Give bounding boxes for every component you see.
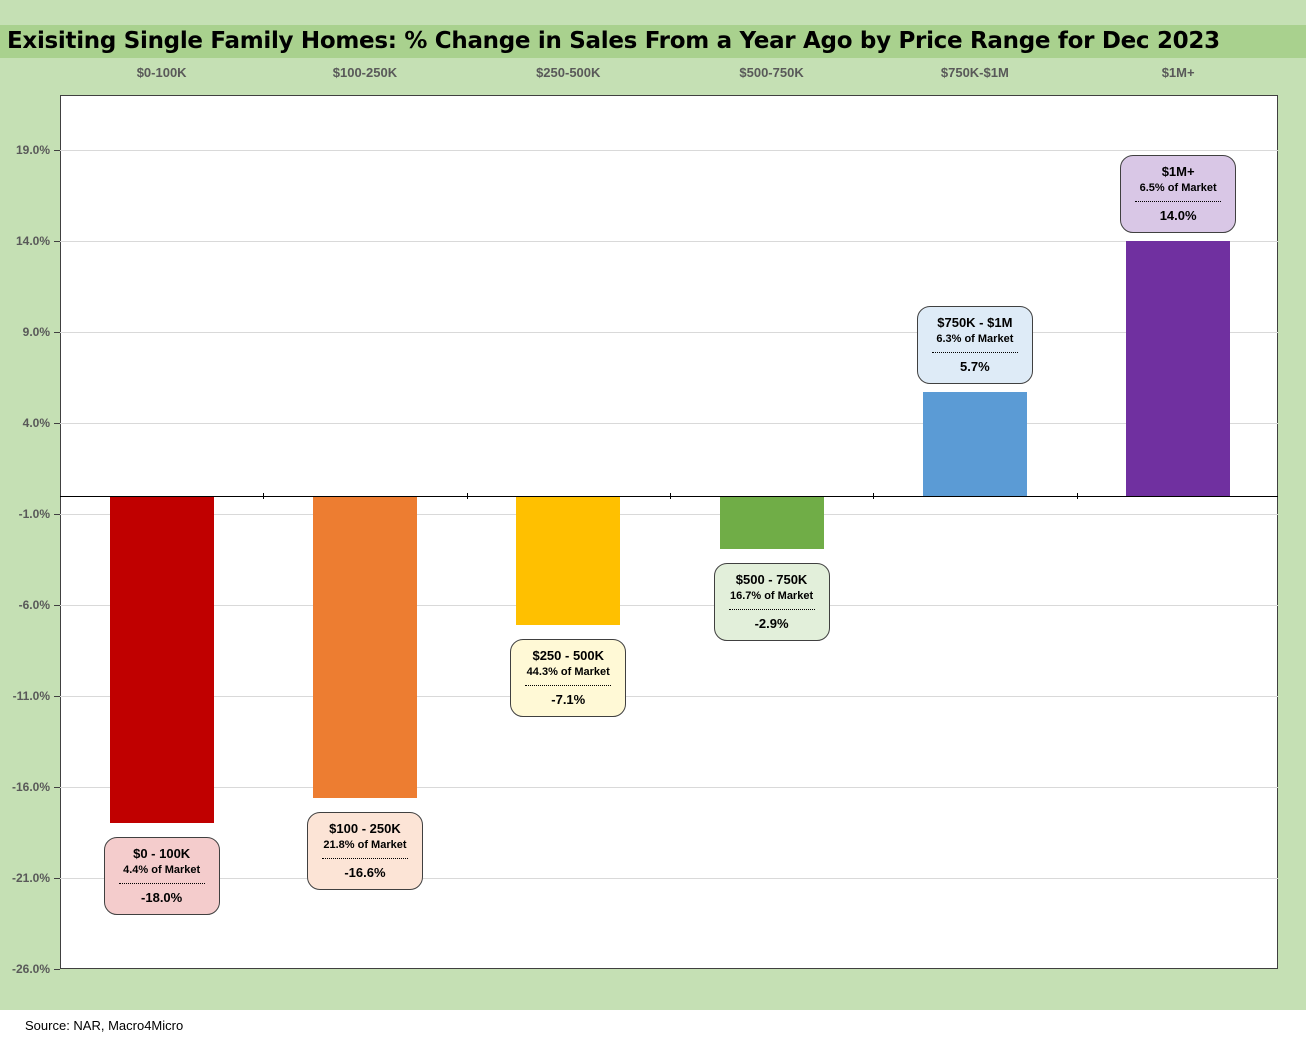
bar	[719, 496, 824, 549]
category-label: $100-250K	[332, 65, 398, 80]
bar	[516, 496, 621, 626]
callout-share: 44.3% of Market	[526, 666, 610, 679]
callout-divider	[321, 857, 408, 859]
callout-range: $500 - 750K	[735, 571, 808, 587]
callout-range: $0 - 100K	[133, 846, 191, 862]
data-label-callout: $100 - 250K 21.8% of Market -16.6%	[306, 811, 423, 890]
x-tick-mark	[873, 493, 874, 499]
gridline	[60, 241, 1278, 242]
y-tick-mark	[54, 696, 60, 697]
bar	[1126, 241, 1231, 496]
data-label-callout: $250 - 500K 44.3% of Market -7.1%	[510, 639, 627, 718]
y-tick-mark	[54, 514, 60, 515]
y-tick-mark	[54, 787, 60, 788]
data-label-callout: $0 - 100K 4.4% of Market -18.0%	[103, 837, 220, 916]
gridline	[60, 150, 1278, 151]
y-tick-label: 9.0%	[22, 325, 50, 339]
y-tick-label: -6.0%	[18, 598, 50, 612]
y-tick-mark	[54, 878, 60, 879]
plot-area	[60, 95, 1278, 969]
callout-divider	[525, 685, 612, 687]
y-tick-mark	[54, 605, 60, 606]
y-tick-label: -16.0%	[11, 780, 50, 794]
bar	[312, 496, 417, 798]
bar	[922, 392, 1027, 496]
category-label: $500-750K	[739, 65, 804, 80]
callout-value: -18.0%	[141, 890, 183, 906]
callout-value: -16.6%	[344, 864, 386, 880]
callout-value: -2.9%	[754, 615, 789, 631]
x-tick-mark	[670, 493, 671, 499]
callout-divider	[728, 608, 815, 610]
gridline	[60, 787, 1278, 788]
y-tick-label: -26.0%	[11, 962, 50, 976]
y-tick-label: -21.0%	[11, 871, 50, 885]
callout-share: 16.7% of Market	[729, 589, 814, 602]
bar	[109, 496, 214, 824]
callout-value: 5.7%	[960, 359, 990, 375]
callout-range: $1M+	[1161, 164, 1195, 179]
callout-value: -7.1%	[551, 692, 586, 708]
callout-value: 14.0%	[1159, 208, 1197, 223]
chart-title: Exisiting Single Family Homes: % Change …	[7, 28, 1220, 54]
source-note: Source: NAR, Macro4Micro	[25, 1018, 184, 1033]
category-label: $0-100K	[136, 65, 187, 80]
y-tick-mark	[54, 241, 60, 242]
y-tick-mark	[54, 423, 60, 424]
callout-divider	[1135, 201, 1222, 202]
y-tick-mark	[54, 150, 60, 151]
gridline	[60, 332, 1278, 333]
y-tick-label: 19.0%	[15, 143, 50, 157]
title-bar	[0, 25, 1306, 58]
category-label: $1M+	[1161, 65, 1195, 80]
data-label-callout: $750K - $1M 6.3% of Market 5.7%	[916, 306, 1033, 385]
callout-share: 6.3% of Market	[936, 333, 1014, 346]
callout-range: $100 - 250K	[329, 820, 401, 836]
callout-range: $750K - $1M	[937, 315, 1013, 331]
callout-share: 4.4% of Market	[123, 864, 201, 877]
y-tick-label: -11.0%	[12, 689, 50, 703]
x-tick-mark	[1077, 493, 1078, 499]
callout-range: $250 - 500K	[532, 648, 605, 664]
category-label: $750K-$1M	[940, 65, 1009, 80]
gridline	[60, 423, 1278, 424]
callout-share: 21.8% of Market	[323, 838, 407, 851]
gridline	[60, 605, 1278, 606]
gridline	[60, 514, 1278, 515]
data-label-callout: $500 - 750K 16.7% of Market -2.9%	[713, 562, 830, 641]
zero-axis-line	[60, 496, 1278, 497]
callout-share: 6.5% of Market	[1139, 182, 1217, 194]
y-tick-mark	[54, 332, 60, 333]
category-label: $250-500K	[536, 65, 601, 80]
y-tick-mark	[54, 969, 60, 970]
callout-divider	[931, 352, 1018, 354]
callout-divider	[118, 883, 205, 885]
x-tick-mark	[263, 493, 264, 499]
y-tick-label: 14.0%	[15, 234, 50, 248]
data-label-callout: $1M+ 6.5% of Market 14.0%	[1120, 155, 1237, 233]
gridline	[60, 696, 1278, 697]
y-tick-label: -1.0%	[18, 507, 50, 521]
y-tick-label: 4.0%	[22, 416, 50, 430]
gridline	[60, 878, 1278, 879]
x-tick-mark	[467, 493, 468, 499]
